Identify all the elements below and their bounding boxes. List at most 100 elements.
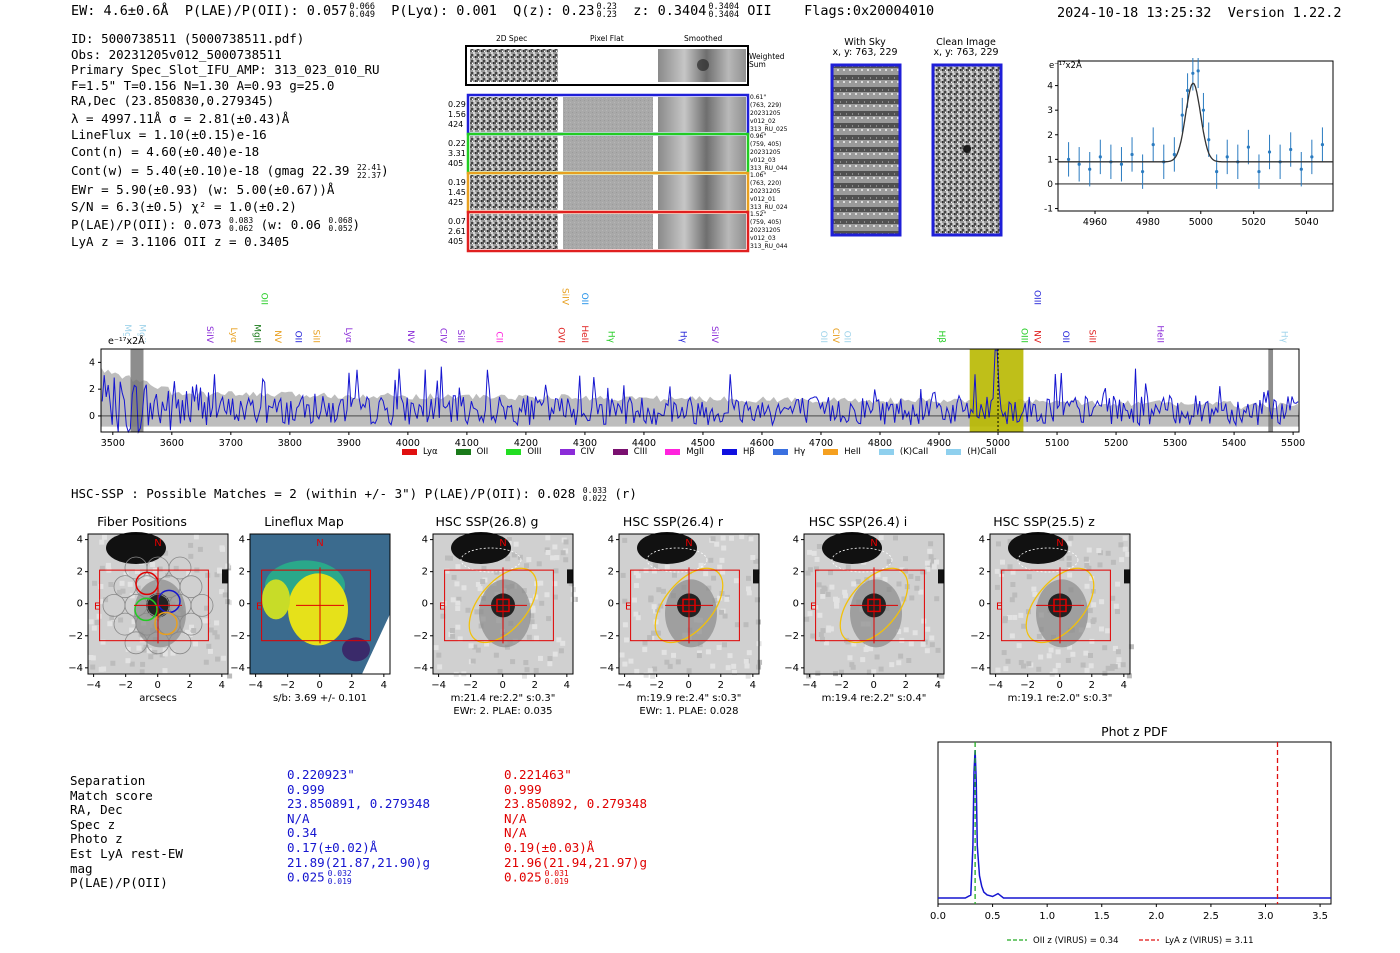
image-noise bbox=[451, 574, 457, 580]
full-xtick-label: 5300 bbox=[1163, 438, 1187, 449]
panel-xtick-label: 2 bbox=[1089, 680, 1095, 691]
info-lineflux: LineFlux = 1.10(±0.15)e-16 bbox=[71, 127, 267, 142]
zoom-xtick-label: 4960 bbox=[1083, 217, 1107, 228]
image-noise bbox=[1052, 668, 1058, 674]
full-xtick-label: 5200 bbox=[1104, 438, 1128, 449]
fiber-circle bbox=[168, 631, 192, 655]
fiber-circle bbox=[168, 556, 192, 580]
row-left-stats: 0.29 1.56 424 bbox=[448, 100, 466, 130]
image-noise bbox=[1105, 550, 1111, 556]
image-noise bbox=[481, 565, 487, 571]
zoom-point bbox=[1320, 143, 1325, 147]
image-noise bbox=[470, 658, 476, 664]
full-xtick-label: 3800 bbox=[278, 438, 302, 449]
search-box bbox=[630, 569, 740, 642]
col-2d-spec: 2D Spec bbox=[496, 34, 528, 43]
match-label: P(LAE)/P(OII) bbox=[70, 875, 168, 891]
neighbor-aperture bbox=[831, 547, 893, 573]
zoom-xtick-label: 5020 bbox=[1242, 217, 1266, 228]
spectral-line-label: NV bbox=[1032, 330, 1042, 344]
row-pixel-flat bbox=[563, 214, 653, 249]
image-noise bbox=[924, 560, 930, 566]
clean-image bbox=[931, 63, 1003, 237]
image-noise bbox=[746, 590, 752, 596]
z-value: z: 0.3404 bbox=[633, 3, 707, 19]
panel-xtick-label: 0 bbox=[1057, 680, 1063, 691]
image-noise bbox=[505, 556, 511, 562]
image-noise bbox=[731, 663, 737, 669]
row-info: (759, 405) bbox=[750, 141, 782, 148]
panel-xtick-label: 2 bbox=[187, 680, 193, 691]
info-sn: S/N = 6.3(±0.5) χ² = 1.0(±0.2) bbox=[71, 199, 297, 214]
image-noise bbox=[552, 544, 558, 550]
image-noise bbox=[995, 541, 1001, 547]
image-noise bbox=[450, 633, 456, 639]
spectral-line-label: MgII bbox=[251, 324, 261, 343]
image-noise bbox=[1012, 614, 1018, 620]
with-sky-image bbox=[830, 63, 902, 237]
image-noise bbox=[441, 600, 447, 606]
image-noise bbox=[744, 663, 750, 669]
image-noise bbox=[743, 658, 749, 664]
image-noise bbox=[1007, 614, 1013, 620]
image-noise bbox=[146, 648, 152, 654]
image-noise bbox=[816, 582, 822, 588]
row-info: (759, 405) bbox=[750, 219, 782, 226]
full-spectrum: MgII MgII SiIV Lyα MgII OII NV OII SiII Lyα NV CIV S… bbox=[89, 288, 1305, 449]
image-noise bbox=[119, 580, 125, 586]
spectral-line-label: SiII bbox=[310, 329, 320, 343]
image-noise bbox=[829, 584, 835, 590]
row-stat: 3.31 bbox=[448, 149, 466, 158]
row-info: v012_02 bbox=[750, 118, 776, 125]
image-noise bbox=[457, 636, 463, 642]
image-noise bbox=[1001, 650, 1007, 656]
image-noise bbox=[995, 667, 1001, 673]
image-noise bbox=[934, 559, 940, 565]
image-noise bbox=[650, 630, 656, 636]
spectral-line-label: SiIV bbox=[559, 288, 569, 306]
image-noise bbox=[536, 561, 542, 567]
panel-xlabel: m:19.4 re:2.2" s:0.4" bbox=[822, 693, 927, 704]
image-noise bbox=[719, 609, 725, 615]
legend-entry: OII bbox=[455, 447, 488, 457]
image-noise bbox=[173, 565, 179, 571]
lineflux-edge bbox=[362, 614, 390, 674]
image-noise bbox=[819, 636, 825, 642]
col-smoothed: Smoothed bbox=[684, 34, 723, 43]
image-noise bbox=[494, 569, 500, 575]
image-noise bbox=[1036, 666, 1042, 672]
compass-n: N bbox=[316, 538, 323, 549]
image-noise bbox=[105, 562, 111, 568]
zoom-point bbox=[1151, 143, 1155, 147]
image-noise bbox=[1010, 569, 1016, 575]
image-noise bbox=[823, 640, 829, 646]
image-noise bbox=[1066, 644, 1072, 650]
plae-info-lo: 0.062 bbox=[229, 224, 254, 233]
image-noise bbox=[999, 559, 1005, 565]
image-noise bbox=[628, 658, 634, 664]
edge-source bbox=[753, 569, 759, 584]
image-noise bbox=[1105, 665, 1111, 671]
image-noise bbox=[1115, 581, 1121, 587]
panel-xtick-label: 0 bbox=[155, 680, 161, 691]
match-value: 0.999 bbox=[287, 781, 325, 797]
image-noise bbox=[634, 668, 640, 674]
image-noise bbox=[642, 640, 648, 646]
row-info: 20231205 bbox=[750, 149, 781, 156]
image-noise bbox=[1126, 673, 1132, 679]
panel-xlabel: arcsecs bbox=[139, 693, 177, 704]
info-plae: P(LAE)/P(OII): 0.073 0.083 0.062 (w: 0.06… bbox=[71, 217, 389, 234]
image-noise bbox=[546, 616, 552, 622]
plya-value: P(Lyα): 0.001 bbox=[391, 3, 497, 19]
row-left-stats: 0.22 3.31 405 bbox=[448, 139, 466, 169]
match-label: mag bbox=[70, 860, 93, 876]
match-value: N/A bbox=[504, 810, 527, 826]
image-noise bbox=[142, 647, 148, 653]
image-noise bbox=[88, 654, 94, 660]
row-right-info: 0.96" (759, 405) 20231205 v012_03 313_RU_044 bbox=[750, 133, 787, 173]
image-noise bbox=[493, 652, 499, 658]
line-window-highlight bbox=[969, 349, 1024, 432]
image-noise bbox=[807, 611, 813, 617]
panel-xtick-label: 4 bbox=[935, 680, 941, 691]
match-value: 21.96(21.94,21.97)g bbox=[504, 854, 647, 870]
